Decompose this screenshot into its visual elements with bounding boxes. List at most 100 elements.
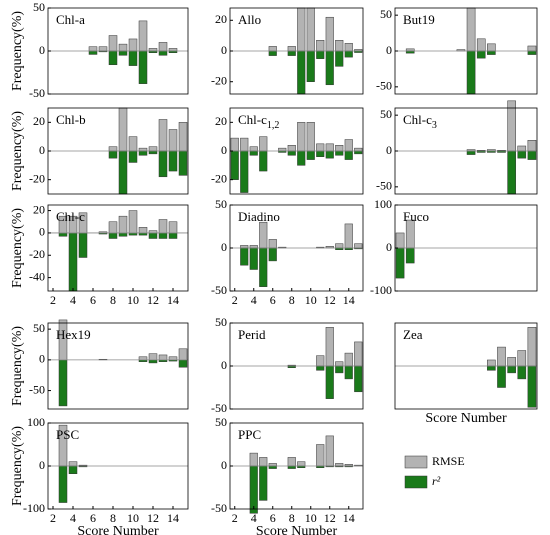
x-axis-label: Score Number [77,524,159,535]
y-tick-label: 0 [221,143,227,157]
title-subscript: 3 [432,120,437,131]
bar [259,247,268,287]
y-tick-label: 50 [33,321,45,335]
bar [240,247,249,266]
x-tick-label: 2 [232,293,238,307]
bar [527,50,537,55]
bar [335,365,344,374]
y-tick-label: 0 [221,240,227,254]
bar [148,146,158,152]
y-tick-label: 20 [33,202,45,216]
bar [344,352,353,367]
y-tick-label: 20 [215,12,227,26]
bar [108,35,118,52]
bar [108,50,118,66]
legend-label: r² [432,474,441,488]
x-axis-label: Score Number [425,411,507,426]
x-tick-label: 8 [110,293,116,307]
bar [325,143,334,152]
bar [98,46,108,52]
bar [58,465,68,503]
x-tick-label: 14 [167,293,179,307]
y-tick-label: -50 [211,401,227,415]
bar [335,361,344,367]
frame [394,322,538,410]
bar [118,50,128,56]
title-subscript: 1,2 [267,120,280,131]
bar [344,365,353,380]
bar [527,140,537,152]
title-text: Chl-b [56,112,86,127]
y-tick-label: 0 [221,458,227,472]
y-tick-label: -20 [211,171,227,185]
title-text: Fuco [403,209,429,224]
bar [335,243,344,249]
bar [249,247,258,270]
y-tick-label: 20 [215,114,227,128]
bar [168,356,178,361]
y-tick-label: -50 [211,283,227,297]
bar [527,365,537,408]
y-tick-label: -50 [211,501,227,515]
bar [138,147,148,152]
x-tick-label: 4 [70,511,76,525]
bar [168,232,178,239]
title-text: Diadino [238,209,280,224]
title-text: Zea [403,327,423,342]
title-text: Hex19 [56,327,91,342]
bar [108,221,118,234]
bar [287,50,296,56]
bar [476,38,486,52]
y-tick-label: 50 [215,315,227,329]
panel-title: Chl-c [56,209,85,224]
panel-title: Chl-b [56,112,86,127]
x-tick-label: 6 [90,511,96,525]
bar [148,359,158,364]
bar [268,239,277,249]
bar [517,350,527,367]
bar [118,150,128,195]
x-tick-label: 2 [50,293,56,307]
title-text: Chl-c [56,209,85,224]
bar [128,136,138,152]
bar [240,137,249,152]
bar [138,227,148,234]
bar [497,346,506,367]
x-axis-label: Score Number [256,524,338,535]
x-tick-label: 8 [289,511,295,525]
bar [316,143,325,152]
x-tick-label: 10 [127,511,139,525]
bar [158,354,168,361]
bar [230,150,239,180]
bar [118,107,128,152]
bar [325,150,334,159]
y-tick-label: 0 [221,43,227,57]
bar [344,139,353,152]
bar [158,50,168,56]
bar [168,150,178,172]
y-tick-label: 0 [221,358,227,372]
bar [316,355,325,367]
bar [58,232,68,237]
bar [259,221,268,249]
x-tick-label: 4 [251,511,257,525]
bar [287,145,296,152]
bar [158,119,168,152]
y-tick-label: 50 [33,0,45,14]
panel-title: Zea [403,327,423,342]
y-tick-label: 0 [39,43,45,57]
bar [108,232,118,239]
title-text: Chl-c [238,112,267,127]
bar [507,150,516,195]
bar [249,150,258,156]
bar [344,50,353,58]
y-tick-label: 50 [380,7,392,21]
bar [68,232,78,292]
y-tick-label: 0 [39,143,45,157]
x-tick-label: 10 [305,293,317,307]
x-tick-label: 12 [324,293,336,307]
bar [230,137,239,152]
title-text: Chl-c [403,112,432,127]
bar [287,457,296,467]
y-tick-label: 0 [386,43,392,57]
